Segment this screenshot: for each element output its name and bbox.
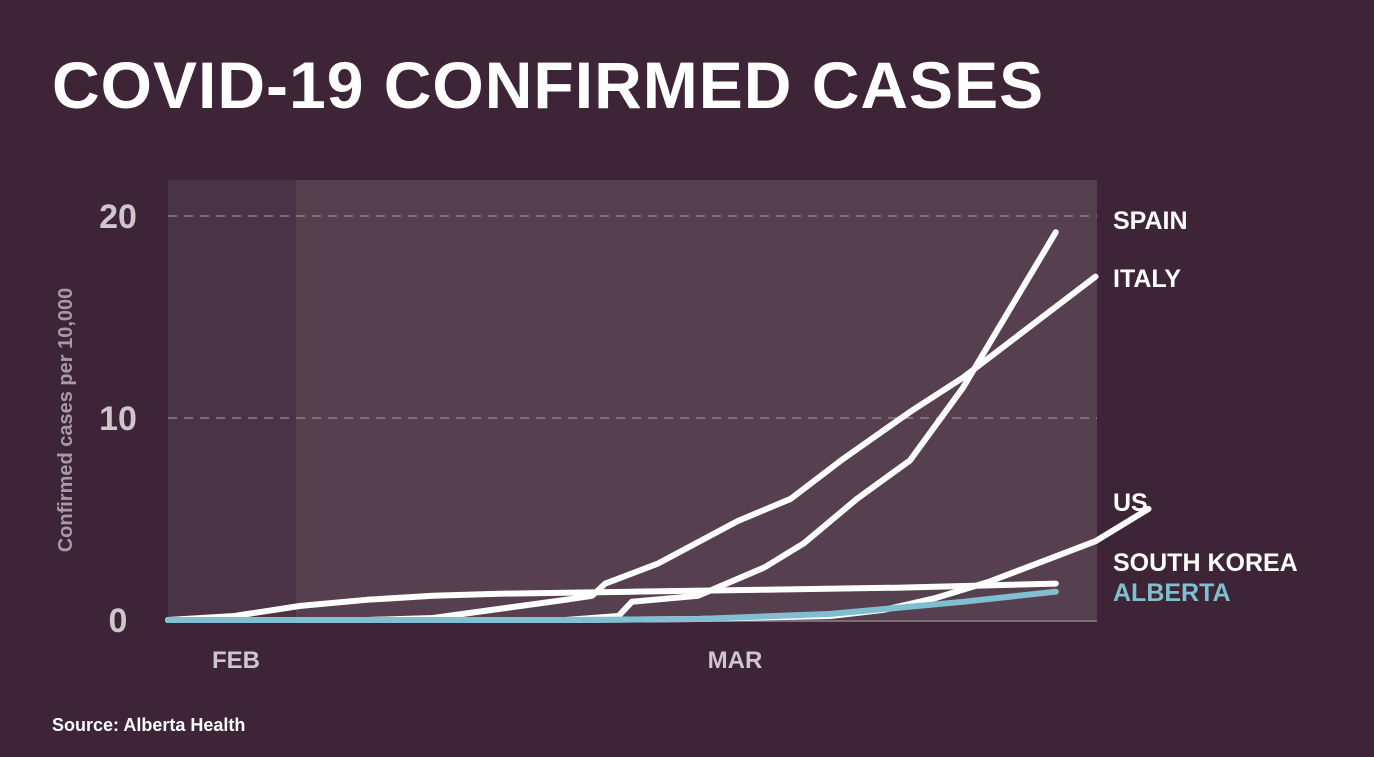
series-lines — [165, 229, 1152, 623]
plot-area — [168, 180, 1097, 621]
y-tick-label: 20 — [99, 198, 137, 236]
chart-title: COVID-19 CONFIRMED CASES — [52, 48, 1045, 122]
series-line-south-korea — [165, 580, 1059, 623]
x-tick-label: FEB — [212, 647, 260, 674]
series-label-italy: ITALY — [1113, 265, 1181, 293]
source-note: Source: Alberta Health — [52, 715, 246, 735]
y-tick-label: 0 — [109, 602, 128, 640]
series-label-spain: SPAIN — [1113, 207, 1188, 235]
series-label-alberta: ALBERTA — [1113, 579, 1231, 607]
series-label-us: US — [1113, 489, 1148, 517]
series-line-alberta — [165, 588, 1059, 623]
plot-shade-left — [168, 180, 296, 621]
y-axis-ticks: 0 10 20 — [99, 198, 137, 640]
x-tick-label: MAR — [708, 647, 763, 674]
series-label-south-korea: SOUTH KOREA — [1113, 549, 1298, 577]
plot-background — [168, 180, 1097, 621]
series-line-italy — [165, 273, 1099, 623]
y-tick-label: 10 — [99, 400, 137, 438]
x-axis-ticks: FEB MAR — [212, 647, 762, 674]
y-axis-label: Confirmed cases per 10,000 — [55, 288, 77, 553]
